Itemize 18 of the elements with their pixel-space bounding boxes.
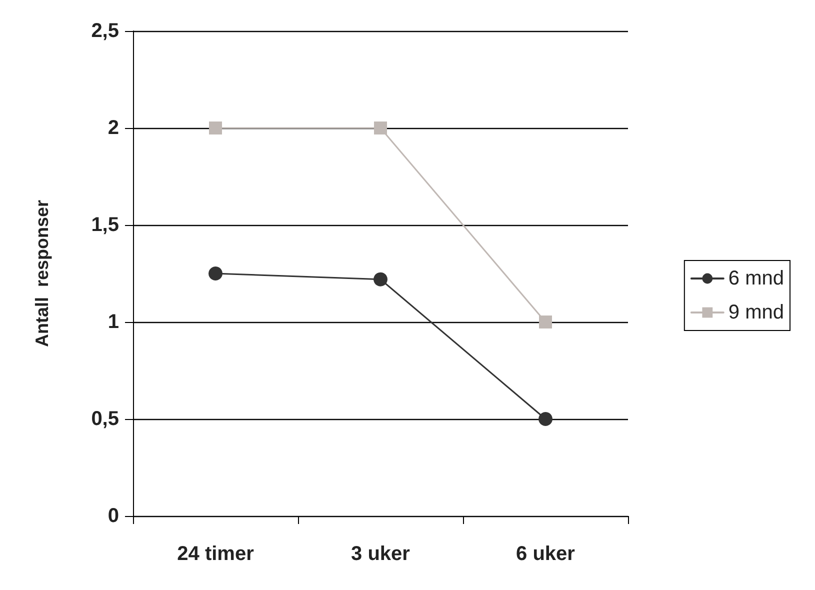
y-tick-label: 2,5 bbox=[91, 20, 119, 42]
point bbox=[374, 272, 388, 286]
point bbox=[374, 122, 387, 134]
y-tick-label: 0,5 bbox=[91, 408, 119, 430]
point bbox=[209, 122, 222, 134]
legend-label: 6 mnd bbox=[728, 268, 784, 290]
y-axis-title: Antall responser bbox=[32, 200, 52, 348]
y-tick-label: 2 bbox=[108, 117, 119, 139]
legend-label: 9 mnd bbox=[728, 302, 784, 324]
y-tick-label: 0 bbox=[108, 505, 119, 527]
x-tick-label: 6 uker bbox=[516, 543, 576, 565]
x-tick-label: 3 uker bbox=[351, 543, 410, 565]
point bbox=[538, 412, 552, 426]
point bbox=[539, 316, 552, 328]
y-tick-label: 1,5 bbox=[91, 214, 119, 236]
point bbox=[208, 266, 222, 280]
y-tick-label: 1 bbox=[108, 311, 119, 333]
x-tick-label: 24 timer bbox=[177, 543, 254, 565]
